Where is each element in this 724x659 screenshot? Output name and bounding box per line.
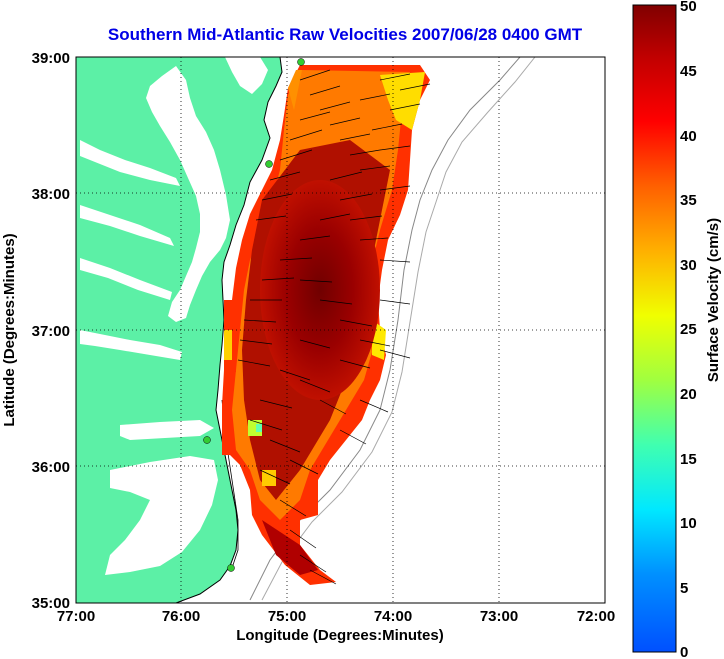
albemarle-sound xyxy=(120,420,214,440)
station-marker xyxy=(297,58,305,66)
coastline xyxy=(175,57,283,603)
colorbar-tick: 0 xyxy=(680,644,688,659)
y-tick: 38:00 xyxy=(32,186,70,203)
colorbar xyxy=(632,4,677,653)
x-axis-label: Longitude (Degrees:Minutes) xyxy=(236,627,444,644)
grid-lines xyxy=(76,57,605,603)
rappahannock-river xyxy=(80,205,174,246)
station-marker xyxy=(227,564,235,572)
x-tick: 75:00 xyxy=(268,608,306,625)
delaware-bay xyxy=(225,57,268,94)
x-tick: 77:00 xyxy=(57,608,95,625)
velocity-field xyxy=(222,65,430,585)
chesapeake-bay xyxy=(146,66,230,322)
colorbar-tick: 20 xyxy=(680,386,697,403)
colorbar-tick: 10 xyxy=(680,515,697,532)
station-marker xyxy=(203,436,211,444)
x-axis-ticks: 77:00 76:00 75:00 74:00 73:00 72:00 xyxy=(57,608,615,625)
y-axis-label: Latitude (Degrees:Minutes) xyxy=(1,233,18,426)
colorbar-tick: 5 xyxy=(680,580,688,597)
james-river xyxy=(80,330,182,360)
x-tick: 73:00 xyxy=(480,608,518,625)
station-marker xyxy=(265,160,273,168)
potomac-river xyxy=(80,140,180,186)
x-tick: 72:00 xyxy=(577,608,615,625)
velocity-arrows xyxy=(237,69,431,585)
colorbar-tick: 25 xyxy=(680,321,697,338)
colorbar-tick: 30 xyxy=(680,257,697,274)
colorbar-tick: 40 xyxy=(680,128,697,145)
x-tick: 76:00 xyxy=(162,608,200,625)
y-tick: 37:00 xyxy=(32,323,70,340)
colorbar-tick: 35 xyxy=(680,192,697,209)
map-title: Southern Mid-Atlantic Raw Velocities 200… xyxy=(108,25,583,44)
y-tick: 35:00 xyxy=(32,595,70,612)
colorbar-ticks: 50 45 40 35 30 25 20 15 10 5 0 xyxy=(680,0,697,659)
map-frame xyxy=(75,56,606,604)
colorbar-tick: 15 xyxy=(680,451,697,468)
colorbar-tick: 50 xyxy=(680,0,697,15)
y-axis-ticks: 39:00 38:00 37:00 36:00 35:00 xyxy=(32,50,70,612)
colorbar-tick: 45 xyxy=(680,63,697,80)
radar-stations xyxy=(203,58,305,572)
york-river xyxy=(80,258,172,300)
pamlico-sound xyxy=(105,456,218,575)
x-tick: 74:00 xyxy=(374,608,412,625)
y-tick: 39:00 xyxy=(32,50,70,67)
isobath-contour-2 xyxy=(261,57,536,601)
map-area xyxy=(76,57,605,603)
colorbar-label: Surface Velocity (cm/s) xyxy=(705,218,722,382)
y-tick: 36:00 xyxy=(32,459,70,476)
